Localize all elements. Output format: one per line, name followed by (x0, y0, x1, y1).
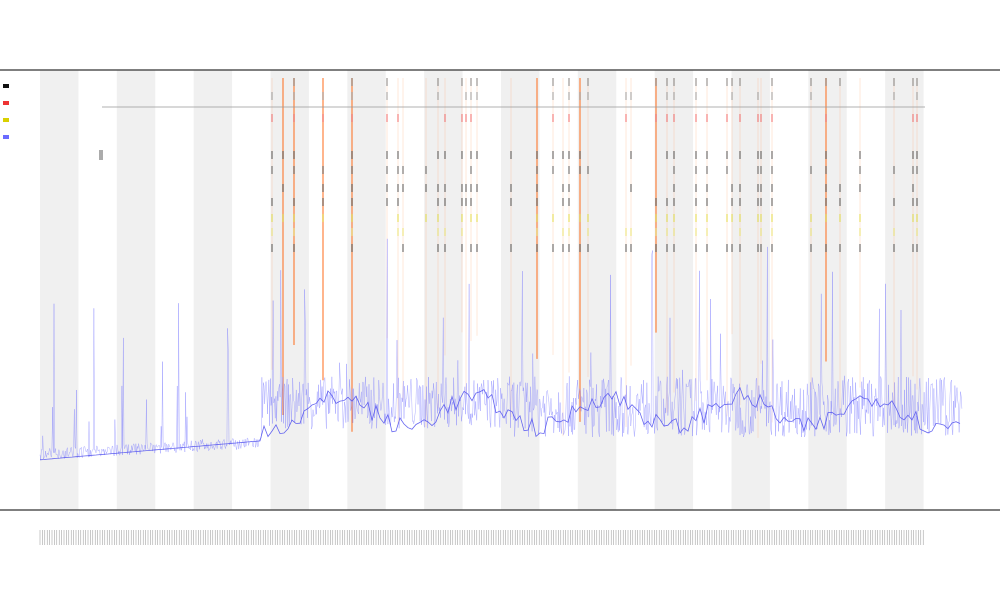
legend-swatch (3, 118, 9, 122)
legend-swatch (3, 135, 9, 139)
shaded-band (116, 70, 156, 510)
shaded-band (40, 70, 79, 510)
legend-swatch (3, 101, 9, 105)
shaded-band (193, 70, 233, 510)
shaded-band (731, 70, 770, 510)
shaded-band (424, 70, 463, 510)
signal-baseline (39, 386, 961, 461)
shaded-band (808, 70, 847, 510)
shaded-band (501, 70, 540, 510)
signal-line (39, 238, 963, 460)
legend-swatch (3, 84, 9, 88)
shaded-band (347, 70, 386, 510)
shaded-band (577, 70, 617, 510)
shaded-band (270, 70, 309, 510)
shaded-band (885, 70, 924, 510)
